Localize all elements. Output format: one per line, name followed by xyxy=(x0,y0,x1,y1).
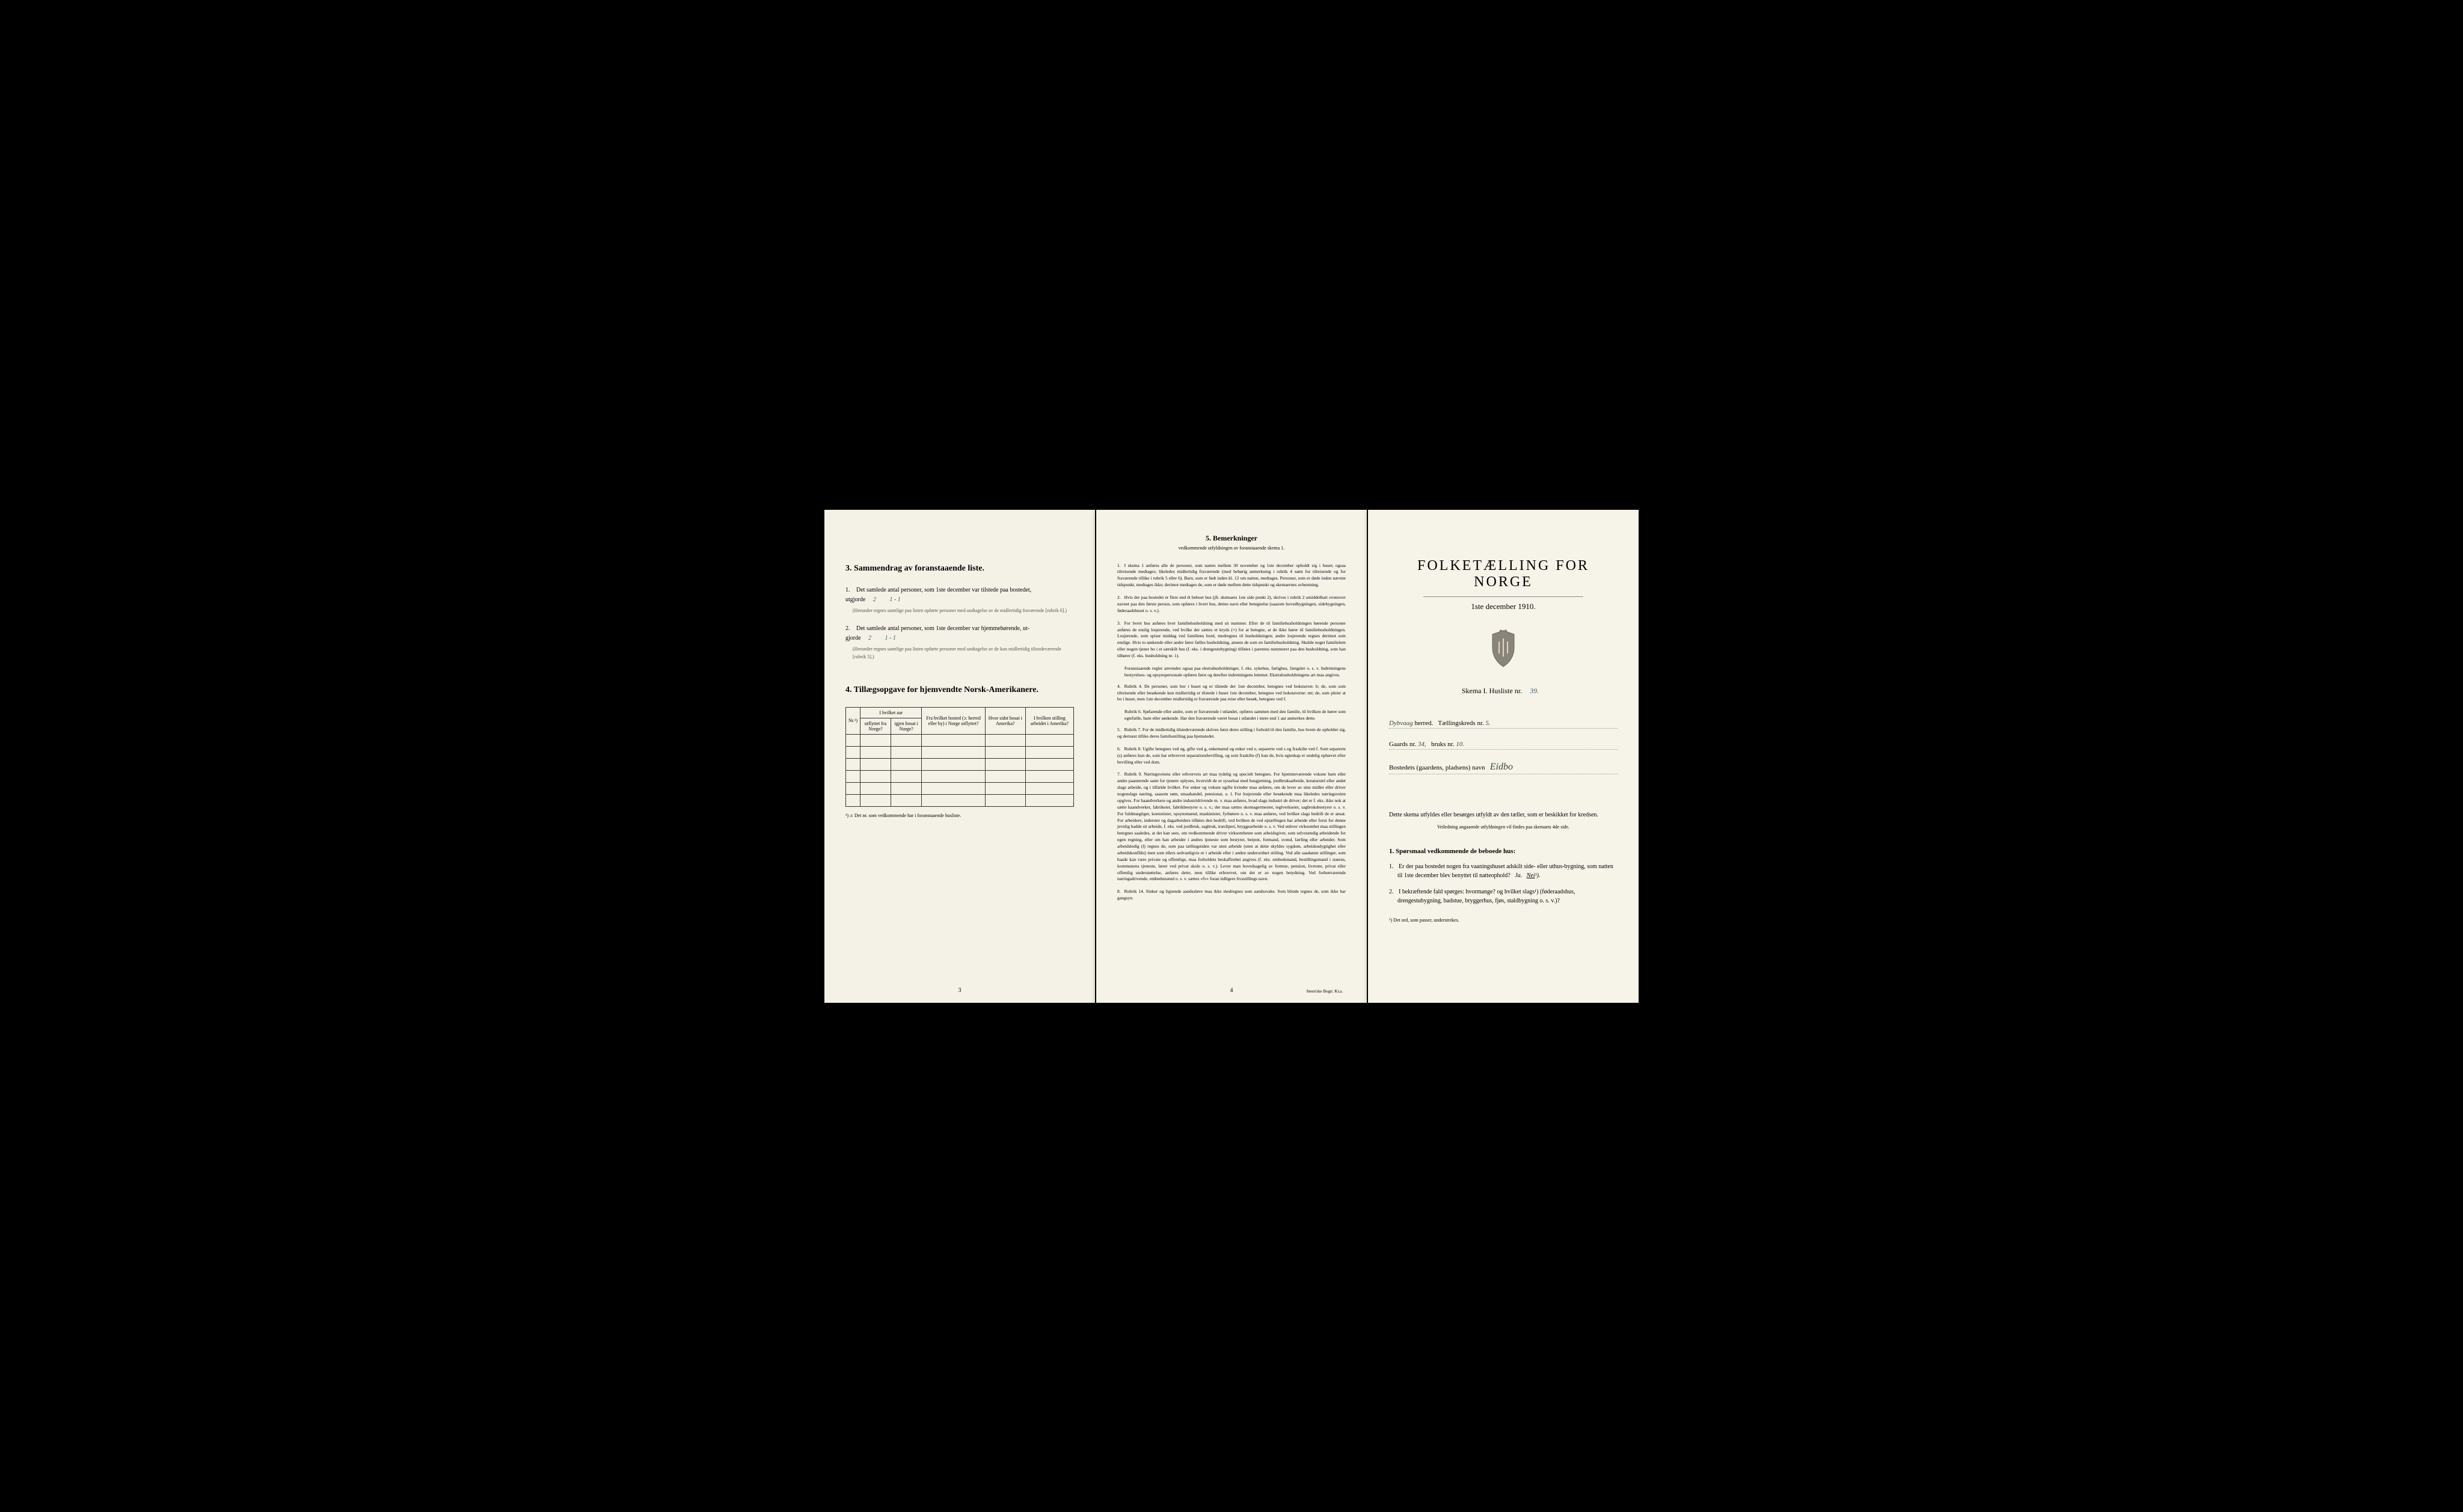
skema-value: 39. xyxy=(1524,687,1545,695)
bosted-value: Eidbo xyxy=(1490,762,1513,772)
gaards-value: 34, xyxy=(1418,741,1426,748)
instruction-small: Veiledning angaaende utfyldningen vil fi… xyxy=(1389,824,1618,830)
summary-item-2: 2. Det samlede antal personer, som 1ste … xyxy=(845,624,1074,661)
table-row xyxy=(846,770,1074,782)
item1-num: 1. xyxy=(845,587,850,593)
document-container: 3. Sammendrag av foranstaaende liste. 1.… xyxy=(824,510,1639,1003)
bosted-label: Bostedets (gaardens, pladsens) navn xyxy=(1389,764,1485,771)
q1-ja: Ja. xyxy=(1515,872,1522,879)
nordic-table: Nr.¹) I hvilket aar Fra hvilket bosted (… xyxy=(845,707,1074,807)
remark-item: 3.For hvert hus anføres hver familiehush… xyxy=(1117,620,1346,660)
date-line: 1ste december 1910. xyxy=(1389,602,1618,611)
item2-num: 2. xyxy=(845,625,850,632)
remark-item: 2.Hvis der paa bostedet er flere end ét … xyxy=(1117,595,1346,614)
herred-label: herred. xyxy=(1414,720,1433,727)
col-stilling: I hvilken stilling arbeidet i Amerika? xyxy=(1025,707,1073,734)
item1-value1: 2 xyxy=(867,596,882,603)
gaards-label: Gaards nr. xyxy=(1389,741,1416,748)
q2-num: 2. xyxy=(1389,889,1394,895)
title-rule xyxy=(1423,596,1583,597)
herred-value: Dybvaag xyxy=(1389,720,1413,727)
q1-text: Er der paa bostedet nogen fra vaaningshu… xyxy=(1397,863,1613,879)
remark-item: 7.Rubrik 9. Næringsveiens eller erhverve… xyxy=(1117,771,1346,883)
table-footnote: ¹) ɔ: Det nr. som vedkommende har i fora… xyxy=(845,813,1074,818)
remark-item: 6.Rubrik 8. Ugifte betegnes ved ug, gift… xyxy=(1117,746,1346,766)
questions-heading: 1. Spørsmaal vedkommende de beboede hus: xyxy=(1389,848,1618,855)
col-bosted: Fra hvilket bosted (ɔ: herred eller by) … xyxy=(922,707,986,734)
col-nr: Nr.¹) xyxy=(846,707,860,734)
item2-text2: gjorde xyxy=(845,635,861,641)
col-amerika: Hvor sidst bosat i Amerika? xyxy=(985,707,1025,734)
q1-nei: Nei xyxy=(1527,872,1535,879)
main-title: FOLKETÆLLING FOR NORGE xyxy=(1389,558,1618,590)
section4: 4. Tillægsopgave for hjemvendte Norsk-Am… xyxy=(845,685,1074,818)
subcol-utflyttet: utflyttet fra Norge? xyxy=(860,718,891,734)
page-num-left: 3 xyxy=(959,987,962,994)
page-center: 5. Bemerkninger vedkommende utfyldningen… xyxy=(1096,510,1367,1003)
item1-value2: 1 - 1 xyxy=(883,596,906,603)
bruks-value: 10. xyxy=(1456,741,1464,748)
gaards-line: Gaards nr. 34, bruks nr. 10. xyxy=(1389,741,1618,750)
herred-line: Dybvaag herred. Tællingskreds nr. 5. xyxy=(1389,720,1618,729)
skema-line: Skema I. Husliste nr. 39. xyxy=(1389,687,1618,696)
printer-note: Steen'ske Bogtr. Kr.a. xyxy=(1306,989,1343,994)
item2-value1: 2 xyxy=(862,635,877,641)
section4-heading: 4. Tillægsopgave for hjemvendte Norsk-Am… xyxy=(845,685,1074,695)
center-heading: 5. Bemerkninger xyxy=(1117,534,1346,543)
q1-nei-sup: ¹). xyxy=(1535,872,1541,879)
col-aar: I hvilket aar xyxy=(860,707,922,718)
remark-item: 8.Rubrik 14. Sinker og lignende aandsslø… xyxy=(1117,889,1346,902)
footnote-right: ¹) Det ord, som passer, understrekes. xyxy=(1389,917,1618,923)
item1-text: Det samlede antal personer, som 1ste dec… xyxy=(856,587,1031,593)
remark-item: Foranstaaende regler anvendes ogsaa paa … xyxy=(1124,666,1346,679)
remarks-list: 1.I skema 1 anføres alle de personer, so… xyxy=(1117,563,1346,902)
remark-item: 1.I skema 1 anføres alle de personer, so… xyxy=(1117,563,1346,589)
question-1: 1. Er der paa bostedet nogen fra vaaning… xyxy=(1397,862,1618,880)
skema-label: Skema I. Husliste nr. xyxy=(1462,687,1522,695)
kreds-label: Tællingskreds nr. xyxy=(1438,720,1483,727)
q1-num: 1. xyxy=(1389,863,1394,870)
table-row xyxy=(846,746,1074,758)
remark-item: 4.Rubrik 4. De personer, som bor i huset… xyxy=(1117,684,1346,703)
table-row xyxy=(846,758,1074,770)
section3-heading: 3. Sammendrag av foranstaaende liste. xyxy=(845,564,1074,574)
item1-note: (Herunder regnes samtlige paa listen opf… xyxy=(853,607,1074,615)
bosted-line: Bostedets (gaardens, pladsens) navn Eidb… xyxy=(1389,762,1618,774)
item2-text: Det samlede antal personer, som 1ste dec… xyxy=(856,625,1029,632)
item2-note: (Herunder regnes samtlige paa listen opf… xyxy=(853,646,1074,661)
subcol-bosat: igjen bosat i Norge? xyxy=(891,718,922,734)
question-2: 2. I bekræftende fald spørges: hvormange… xyxy=(1397,887,1618,905)
item2-value2: 1 - 1 xyxy=(879,635,902,641)
table-body xyxy=(846,734,1074,806)
table-row xyxy=(846,734,1074,746)
remark-item: Rubrik 6. Sjøfarende eller andre, som er… xyxy=(1124,709,1346,722)
instruction: Dette skema utfyldes eller besørges utfy… xyxy=(1389,810,1618,819)
q2-text: I bekræftende fald spørges: hvormange? o… xyxy=(1397,889,1575,904)
page-right: FOLKETÆLLING FOR NORGE 1ste december 191… xyxy=(1368,510,1639,1003)
coat-of-arms xyxy=(1487,629,1520,669)
table-row xyxy=(846,782,1074,794)
table-row xyxy=(846,794,1074,806)
kreds-value: 5. xyxy=(1486,720,1491,727)
bruks-label: bruks nr. xyxy=(1431,741,1455,748)
page-left: 3. Sammendrag av foranstaaende liste. 1.… xyxy=(824,510,1095,1003)
item1-text2: utgjorde xyxy=(845,596,865,603)
summary-item-1: 1. Det samlede antal personer, som 1ste … xyxy=(845,586,1074,615)
page-num-center: 4 xyxy=(1230,987,1233,994)
remark-item: 5.Rubrik 7. For de midlertidig tilstedev… xyxy=(1117,727,1346,740)
center-subheading: vedkommende utfyldningen av foranstaaend… xyxy=(1117,545,1346,551)
